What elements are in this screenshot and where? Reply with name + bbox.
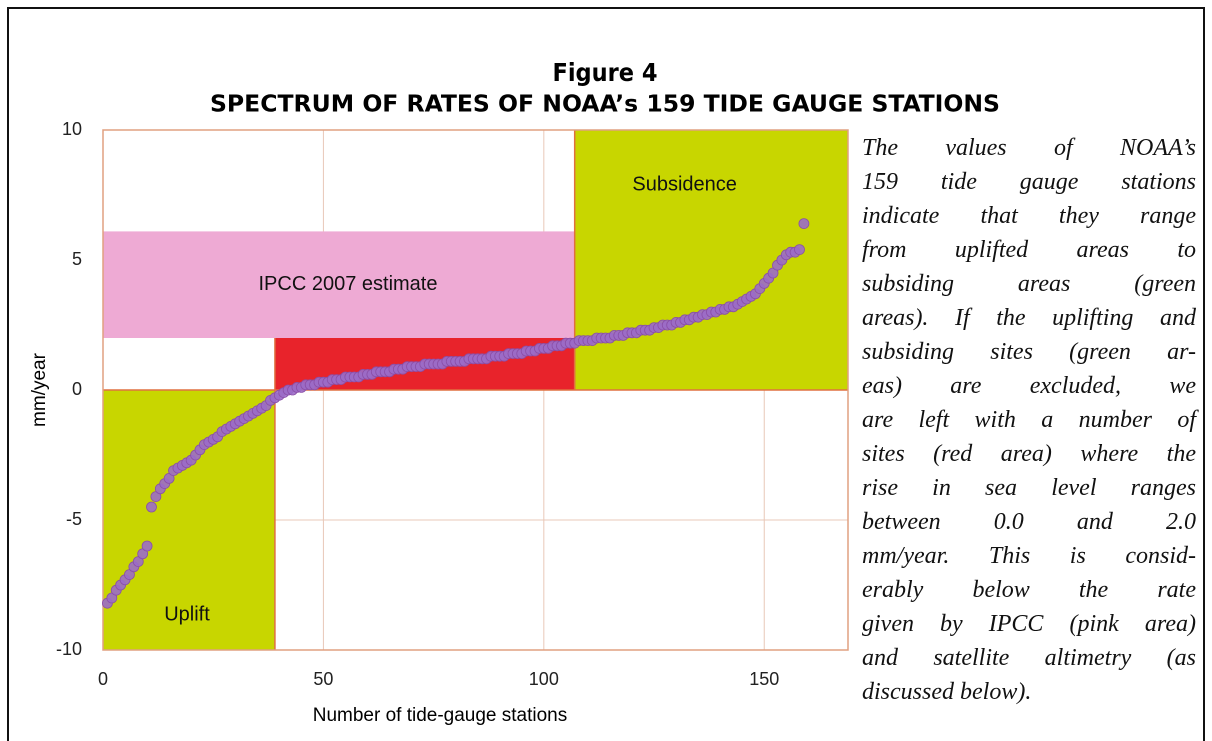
y-axis-label: mm/year — [29, 352, 50, 427]
caption-line: sites (red area) where the — [862, 441, 1196, 467]
region-label: Uplift — [164, 603, 210, 625]
caption-line: erably below the rate — [862, 577, 1196, 603]
y-tick-label: 0 — [72, 379, 82, 399]
point — [794, 244, 805, 256]
chart-title: Figure 4 — [552, 58, 657, 87]
caption-line: The values of NOAA’s — [862, 135, 1196, 161]
caption: The values of NOAA’s 159 tide gauge stati… — [862, 131, 1196, 709]
caption-line: indicate that they range — [862, 203, 1196, 229]
plot-border — [102, 129, 849, 651]
point — [146, 501, 157, 513]
caption-line: discussed below). — [862, 679, 1032, 705]
x-tick-label: 150 — [749, 669, 779, 689]
caption-line: from uplifted areas to — [862, 237, 1196, 263]
region-label: Subsidence — [632, 173, 737, 195]
x-tick-label: 100 — [529, 669, 559, 689]
y-tick-label: 10 — [62, 119, 82, 139]
caption-line: are left with a number of — [862, 407, 1196, 433]
caption-line: areas). If the uplifting and — [862, 305, 1196, 331]
y-tick-label: -10 — [56, 639, 82, 659]
caption-line: eas) are excluded, we — [862, 373, 1196, 399]
x-tick-label: 0 — [98, 669, 108, 689]
caption-line: and satellite altimetry (as — [862, 645, 1196, 671]
y-tick-label: -5 — [66, 509, 82, 529]
caption-line: subsiding sites (green ar- — [862, 339, 1196, 365]
caption-line: 159 tide gauge stations — [862, 169, 1196, 195]
caption-line: rise in sea level ranges — [862, 475, 1196, 501]
caption-line: subsiding areas (green — [862, 271, 1196, 297]
x-tick-label: 50 — [313, 669, 333, 689]
caption-line: given by IPCC (pink area) — [862, 611, 1196, 637]
region — [103, 390, 275, 650]
point — [798, 218, 810, 230]
frame — [7, 7, 1205, 741]
point — [141, 540, 153, 552]
caption-line: mm/year. This is consid- — [862, 543, 1196, 569]
region — [574, 130, 848, 390]
x-axis-label: Number of tide-gauge stations — [313, 705, 568, 726]
caption-line: between 0.0 and 2.0 — [862, 509, 1196, 535]
chart-subtitle: SPECTRUM OF RATES OF NOAA’s 159 TIDE GAU… — [210, 92, 1000, 118]
region-label: IPCC 2007 estimate — [259, 273, 438, 295]
y-tick-label: 5 — [72, 249, 82, 269]
